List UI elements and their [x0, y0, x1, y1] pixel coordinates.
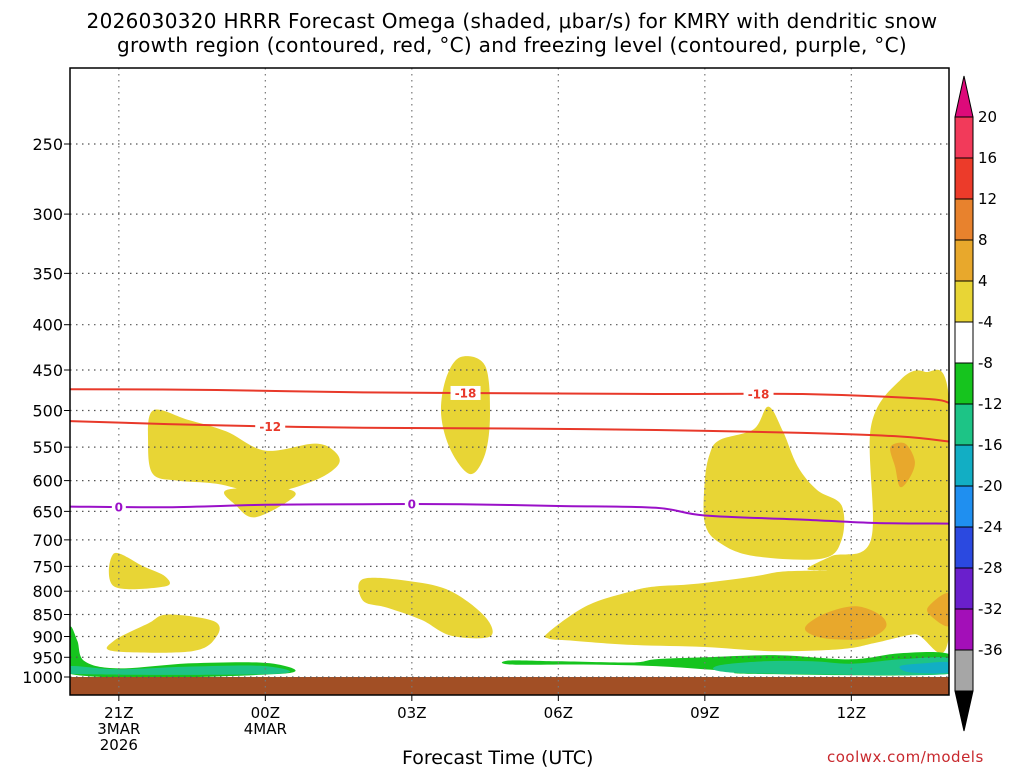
omega-region-3	[108, 552, 170, 590]
credit-text: coolwx.com/models	[827, 748, 984, 766]
y-tick-label-600: 600	[32, 472, 63, 491]
temp-contour-0-line	[70, 388, 949, 404]
colorbar-swatch-9	[954, 485, 974, 528]
temp-contour-0-label-bg-1	[743, 387, 774, 402]
ground-layer	[70, 677, 949, 695]
plot-frame	[69, 67, 950, 696]
omega-region-14	[713, 657, 949, 676]
omega-region-5	[358, 577, 493, 639]
omega-region-8	[890, 442, 915, 488]
omega-region-10	[927, 592, 949, 627]
freezing-level-label-1: 0	[408, 498, 416, 512]
colorbar-swatch-6	[954, 362, 974, 405]
temp-contour-1-label-0: -12	[259, 420, 281, 434]
omega-region-13	[70, 665, 291, 675]
temp-contour-0-label-bg-0	[450, 385, 481, 400]
colorbar-swatch-3	[954, 239, 974, 282]
y-tick-label-950: 950	[32, 648, 63, 667]
y-tick-label-450: 450	[32, 361, 63, 380]
colorbar-swatch-2	[954, 198, 974, 241]
colorbar-label-5: -4	[978, 313, 993, 331]
colorbar-top-arrow	[954, 75, 974, 118]
colorbar-swatch-11	[954, 567, 974, 610]
colorbar-swatch-5	[954, 321, 974, 364]
x-tick-label-03Z-0: 03Z	[397, 704, 426, 722]
x-tick-label-21Z-2: 2026	[100, 736, 138, 754]
y-tick-label-700: 700	[32, 531, 63, 550]
y-tick-label-1000: 1000	[22, 668, 63, 687]
freezing-level-line	[70, 503, 949, 525]
contour-layer: -18 -18 -12 0 0	[70, 385, 949, 525]
colorbar-label-13: -36	[978, 641, 1003, 659]
omega-region-15	[899, 661, 949, 674]
temp-contour-1-line	[70, 420, 949, 443]
y-tick-label-350: 350	[32, 264, 63, 283]
colorbar-label-11: -28	[978, 559, 1003, 577]
x-axis-label: Forecast Time (UTC)	[402, 747, 594, 769]
temp-contour-0-label-0: -18	[455, 386, 477, 400]
freezing-level-label-bg-0	[111, 499, 126, 514]
y-tick-label-900: 900	[32, 627, 63, 646]
y-tick-label-550: 550	[32, 438, 63, 457]
x-tick-label-00Z-1: 4MAR	[244, 720, 287, 738]
omega-region-7	[703, 406, 845, 560]
colorbar-swatch-10	[954, 526, 974, 569]
y-tick-label-800: 800	[32, 582, 63, 601]
x-tick-label-21Z-1: 3MAR	[97, 720, 140, 738]
colorbar-label-10: -24	[978, 518, 1003, 536]
y-tick-label-400: 400	[32, 316, 63, 335]
colorbar-swatch-4	[954, 280, 974, 323]
colorbar-swatch-13	[954, 649, 974, 692]
colorbar-label-0: 20	[978, 108, 997, 126]
colorbar-label-12: -32	[978, 600, 1003, 618]
colorbar-swatch-0	[954, 116, 974, 159]
ground-surface	[70, 677, 949, 695]
x-tick-label-21Z-0: 21Z	[104, 704, 133, 722]
colorbar-label-2: 12	[978, 190, 997, 208]
colorbar-swatch-12	[954, 608, 974, 651]
colorbar-label-3: 8	[978, 231, 988, 249]
omega-shading-layer	[70, 356, 949, 678]
omega-region-11	[70, 626, 296, 678]
colorbar-label-7: -12	[978, 395, 1003, 413]
omega-region-2	[440, 356, 490, 475]
y-tick-label-500: 500	[32, 402, 63, 421]
gridlines	[70, 68, 949, 695]
colorbar-label-9: -20	[978, 477, 1003, 495]
freezing-level-label-bg-1	[404, 497, 419, 512]
y-tick-label-300: 300	[32, 205, 63, 224]
omega-region-0	[147, 409, 340, 494]
colorbar-bottom-arrow	[954, 690, 974, 732]
y-tick-label-750: 750	[32, 557, 63, 576]
chart-title-line1: 2026030320 HRRR Forecast Omega (shaded, …	[86, 9, 938, 33]
omega-region-4	[106, 614, 220, 653]
colorbar-swatch-1	[954, 157, 974, 200]
colorbar-label-1: 16	[978, 149, 997, 167]
x-tick-label-09Z-0: 09Z	[690, 704, 719, 722]
chart-title-line2: growth region (contoured, red, °C) and f…	[117, 33, 907, 57]
colorbar-label-8: -16	[978, 436, 1003, 454]
x-tick-label-12Z-0: 12Z	[837, 704, 866, 722]
freezing-level-label-0: 0	[115, 500, 123, 514]
omega-region-9	[804, 606, 887, 640]
colorbar-swatch-8	[954, 444, 974, 487]
y-tick-label-250: 250	[32, 135, 63, 154]
y-tick-label-850: 850	[32, 606, 63, 625]
temp-contour-0-label-1: -18	[748, 388, 770, 402]
x-tick-label-00Z-0: 00Z	[251, 704, 280, 722]
temp-contour-1-label-bg-0	[255, 419, 286, 434]
colorbar-swatch-7	[954, 403, 974, 446]
colorbar-label-6: -8	[978, 354, 993, 372]
y-axis: 250 300 350 400 450 500 550 600 650 700 750 800 850 9…	[22, 135, 70, 687]
omega-region-1	[223, 487, 296, 518]
colorbar: 20 16 12 8 4 -4 -8 -12 -16 -20 -24 -28 -32 -36	[954, 75, 1003, 732]
omega-region-6	[544, 369, 949, 654]
chart-title: 2026030320 HRRR Forecast Omega (shaded, …	[0, 9, 1024, 57]
x-tick-label-06Z-0: 06Z	[544, 704, 573, 722]
y-tick-label-650: 650	[32, 502, 63, 521]
colorbar-label-4: 4	[978, 272, 988, 290]
